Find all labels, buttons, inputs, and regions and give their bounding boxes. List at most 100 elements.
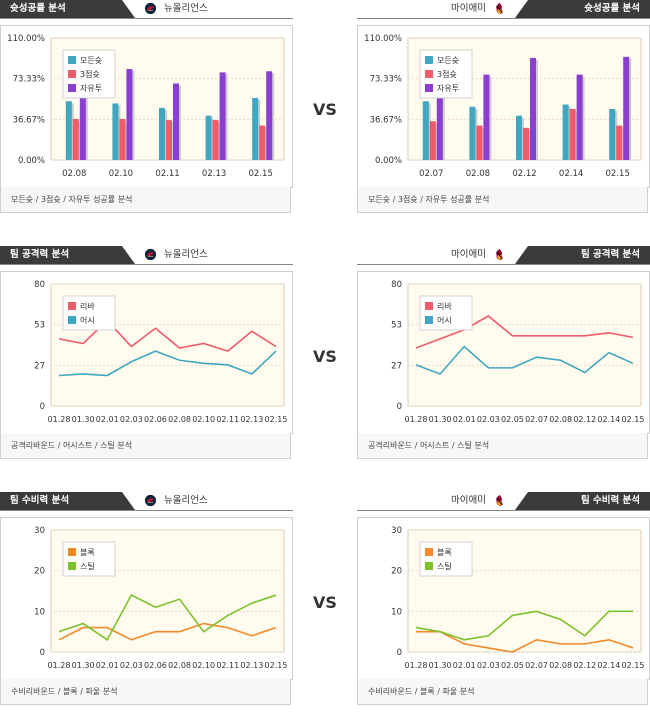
legend-label: 블록 (437, 547, 452, 557)
bar (173, 83, 179, 160)
chart-footer: 수비리바운드 / 블록 / 파울 분석 (357, 679, 648, 705)
y-tick-label: 110.00% (364, 34, 402, 44)
series-line (415, 610, 633, 641)
x-tick-label: 02.13 (240, 661, 263, 670)
y-tick-label: 36.67% (370, 115, 402, 125)
x-tick-label: 02.10 (109, 169, 133, 179)
chart-box: 0 10 20 30 01.28 01.30 02.01 02.03 02.05 02.07 02.… (357, 517, 650, 680)
x-tick-label: 02.06 (144, 661, 167, 670)
bar (476, 125, 483, 160)
x-tick-label: 02.01 (453, 661, 476, 670)
legend-swatch (68, 548, 76, 556)
section-title: 슛성공률 분석 (0, 0, 135, 18)
legend-swatch (68, 562, 76, 570)
team-name-left: 뉴올리언스 (140, 492, 208, 510)
legend-box (419, 541, 473, 577)
left-shooting-chart: 0.00% 36.67% 73.33% 110.00% 02.08 02.10 02.11 0… (7, 34, 285, 179)
team-label: 마이애미 (451, 249, 486, 260)
legend-label: 자유투 (437, 84, 459, 93)
left-defense-panel: 팀 수비력 분석 뉴올리언스 0 10 20 30 01.28 01.30 02.01 02.… (0, 492, 293, 714)
legend-box (419, 295, 473, 331)
bar (469, 106, 476, 160)
bar (266, 71, 273, 160)
chart-box: 0 10 20 30 01.28 01.30 02.01 02.03 02.06 02.08 02.… (0, 517, 293, 680)
pelicans-logo-icon (144, 248, 157, 261)
y-tick-label: 0 (397, 402, 402, 412)
series-line (58, 319, 277, 352)
legend-swatch (425, 316, 433, 324)
heat-logo-icon (496, 248, 503, 261)
legend-swatch (425, 56, 433, 64)
right-defense-header: 팀 수비력 분석 마이애미 (357, 492, 650, 511)
x-tick-label: 02.08 (168, 415, 191, 424)
bar (609, 108, 616, 160)
x-tick-label: 02.10 (192, 415, 215, 424)
x-tick-label: 02.06 (144, 415, 167, 424)
x-tick-label: 02.08 (549, 415, 572, 424)
x-tick-label: 02.03 (120, 415, 143, 424)
right-shooting-header: 슛성공률 분석 마이애미 (357, 0, 650, 19)
y-tick-label: 10 (34, 607, 45, 617)
legend-label: 자유투 (80, 84, 102, 93)
section-title: 팀 공격력 분석 (0, 246, 135, 264)
x-tick-label: 01.30 (72, 415, 95, 424)
pelicans-logo-icon (144, 494, 157, 507)
chart-box: 0 27 53 80 01.28 01.30 02.01 02.03 02.05 02.07 02.… (357, 271, 650, 434)
legend-label: 어시 (437, 315, 452, 325)
x-tick-label: 02.07 (525, 661, 548, 670)
legend-label: 3점슛 (437, 69, 457, 79)
bar (126, 69, 133, 160)
legend-swatch (425, 302, 433, 310)
team-name-right: 마이애미 (451, 0, 510, 18)
y-tick-label: 36.67% (13, 115, 45, 125)
x-tick-label: 02.01 (96, 661, 119, 670)
y-tick-label: 10 (391, 607, 402, 617)
legend-label: 스틸 (437, 561, 452, 571)
legend-box (62, 541, 116, 577)
x-tick-label: 02.12 (573, 661, 596, 670)
legend-swatch (68, 316, 76, 324)
team-name-right: 마이애미 (451, 246, 510, 264)
x-tick-label: 02.13 (240, 415, 263, 424)
bar (523, 127, 529, 160)
team-name-right: 마이애미 (451, 492, 510, 510)
legend-label: 블록 (80, 547, 95, 557)
x-tick-label: 02.12 (512, 169, 536, 179)
bar (569, 108, 576, 160)
x-tick-label: 02.11 (216, 661, 239, 670)
x-tick-label: 02.14 (597, 415, 620, 424)
x-tick-label: 02.15 (622, 661, 645, 670)
legend-box (62, 295, 116, 331)
bar (576, 74, 583, 160)
section-title: 슛성공률 분석 (515, 0, 650, 18)
x-tick-label: 02.15 (249, 169, 273, 179)
y-tick-label: 53 (34, 321, 45, 331)
y-tick-label: 27 (34, 361, 45, 371)
x-tick-label: 02.07 (525, 415, 548, 424)
chart-footer: 모든슛 / 3점슛 / 자유투 성공률 분석 (357, 187, 648, 213)
bar (119, 118, 126, 160)
bar (516, 115, 522, 160)
bar (616, 125, 623, 160)
legend-label: 모든슛 (80, 56, 102, 65)
x-tick-label: 02.01 (96, 415, 119, 424)
chart-footer: 공격리바운드 / 어시스트 / 스틸 분석 (0, 433, 291, 459)
y-tick-label: 0.00% (18, 156, 45, 166)
x-tick-label: 02.12 (573, 415, 596, 424)
left-attack-header: 팀 공격력 분석 뉴올리언스 (0, 246, 293, 265)
x-tick-label: 02.08 (168, 661, 191, 670)
legend-label: 3점슛 (80, 69, 100, 79)
y-tick-label: 80 (391, 280, 402, 290)
x-tick-label: 02.15 (606, 169, 630, 179)
team-label: 뉴올리언스 (164, 3, 208, 14)
bar (429, 121, 436, 160)
x-tick-label: 02.01 (453, 415, 476, 424)
x-tick-label: 02.03 (477, 415, 500, 424)
team-label: 마이애미 (451, 495, 486, 506)
bar (79, 62, 86, 160)
team-label: 뉴올리언스 (164, 495, 208, 506)
y-tick-label: 20 (34, 567, 45, 577)
legend-swatch (425, 70, 433, 78)
legend-swatch (425, 548, 433, 556)
